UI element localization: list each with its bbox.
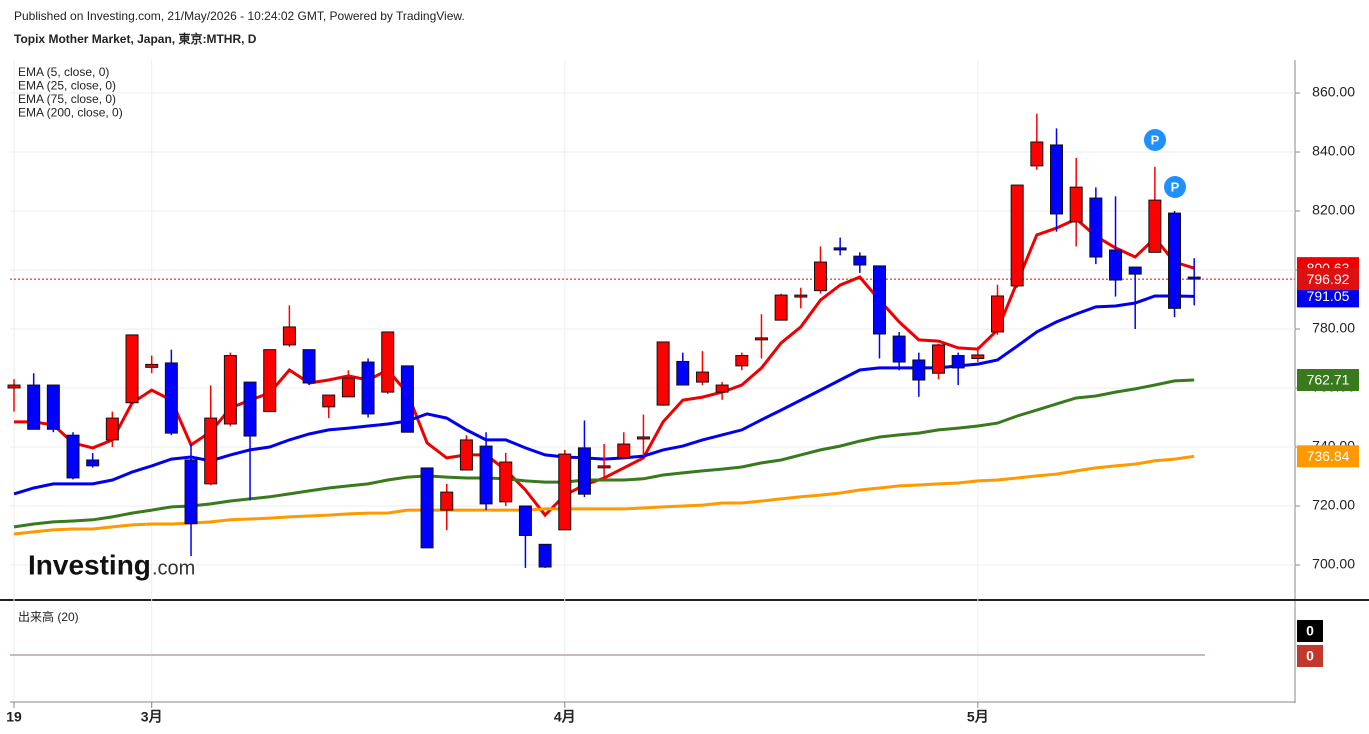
candle-body: [479, 445, 493, 505]
candle-body: [145, 363, 159, 368]
candle-body: [617, 443, 631, 459]
candle-body: [361, 361, 375, 415]
candle-body: [420, 467, 434, 549]
y-tick-label: 700.00: [1312, 556, 1355, 572]
last-close-value: 796.92: [1307, 271, 1350, 287]
x-tick-label: 4月: [554, 709, 576, 725]
candle-body: [440, 491, 454, 511]
published-note: Published on Investing.com, 21/May/2026 …: [14, 9, 465, 23]
candle-body: [46, 384, 60, 430]
candle-body: [1010, 184, 1024, 287]
volume-badge: 0: [1306, 648, 1314, 664]
candle-body: [558, 453, 572, 531]
candle-body: [341, 377, 355, 398]
candle-body: [991, 295, 1004, 333]
series-last-value-bg: [1297, 285, 1359, 308]
candle-body: [656, 341, 670, 406]
candle-body: [735, 355, 749, 367]
last-close-value-bg: [1297, 268, 1359, 291]
y-tick-label: 780.00: [1312, 320, 1355, 336]
series-last-value: 736.84: [1307, 448, 1350, 464]
candle-body: [125, 334, 139, 404]
candle-body: [951, 355, 965, 369]
candle-body: [715, 384, 729, 393]
annotation-marker: [1164, 176, 1186, 198]
candle-body: [86, 459, 100, 467]
candle-body: [813, 261, 827, 292]
candle-body: [1128, 266, 1142, 275]
candle-body: [1148, 199, 1162, 253]
candle-body: [204, 417, 218, 485]
volume-badge: 0: [1306, 623, 1314, 639]
candle-body: [302, 349, 316, 384]
volume-badge-bg: [1297, 620, 1323, 642]
candle-body: [400, 365, 414, 433]
legend-entry: EMA (75, close, 0): [18, 92, 116, 106]
candle-body: [754, 337, 768, 341]
candle-body: [1069, 186, 1083, 223]
candle-body: [1030, 141, 1044, 167]
series-last-value: 791.05: [1307, 288, 1350, 304]
candle-body: [322, 394, 336, 408]
candle-body: [1089, 197, 1103, 258]
candle-body: [695, 371, 709, 383]
candle-body: [184, 459, 198, 525]
y-tick-label: 720.00: [1312, 497, 1355, 513]
candle-body: [931, 344, 945, 374]
candle-body: [223, 355, 237, 425]
candle-body: [1109, 249, 1123, 281]
candle-body: [518, 505, 532, 536]
ema-line: [13, 378, 1195, 529]
candle-body: [27, 384, 41, 430]
candle-body: [1050, 144, 1064, 215]
candle-body: [7, 384, 21, 389]
candle-body: [636, 436, 650, 440]
candle-body: [676, 360, 690, 386]
series-last-value-bg: [1297, 445, 1359, 468]
candle-body: [853, 255, 867, 266]
candle-body: [164, 362, 178, 434]
candle-body: [538, 543, 552, 568]
volume-title: 出来高 (20): [18, 609, 79, 624]
x-tick-label: 5月: [967, 709, 989, 725]
candle-body: [892, 335, 906, 363]
chart-title: Topix Mother Market, Japan, 東京:MTHR, D: [14, 31, 257, 46]
volume-badge-bg: [1297, 645, 1323, 667]
candle-body: [833, 247, 847, 251]
logo-brand: Investing: [28, 549, 151, 580]
x-tick-label: 19: [6, 709, 22, 725]
series-last-value: 762.71: [1307, 372, 1350, 388]
candle-body: [1168, 212, 1182, 309]
x-tick-label: 3月: [141, 709, 163, 725]
candle-body: [282, 326, 296, 346]
y-tick-label: 860.00: [1312, 84, 1355, 100]
candle-body: [381, 331, 395, 393]
candle-body: [459, 439, 473, 471]
candle-body: [105, 417, 119, 441]
candle-body: [597, 465, 611, 469]
legend-entry: EMA (200, close, 0): [18, 106, 123, 120]
candle-body: [499, 461, 513, 503]
candle-body: [872, 265, 886, 335]
legend-entry: EMA (5, close, 0): [18, 65, 109, 79]
annotation-marker: [1144, 129, 1166, 151]
annotation: P: [1171, 179, 1180, 194]
annotation: P: [1151, 132, 1160, 147]
candle-body: [577, 447, 591, 495]
legend-entry: EMA (25, close, 0): [18, 79, 116, 93]
y-tick-label: 840.00: [1312, 143, 1355, 159]
candle-body: [1187, 276, 1201, 280]
y-tick-label: 820.00: [1312, 202, 1355, 218]
candle-body: [794, 294, 808, 298]
ema-line: [13, 454, 1195, 536]
logo-suffix: .com: [152, 557, 195, 579]
candle-body: [971, 354, 985, 359]
candle-body: [243, 381, 257, 437]
candle-body: [66, 434, 80, 479]
candle-body: [774, 294, 788, 321]
candle-body: [912, 359, 926, 381]
series-last-value-bg: [1297, 368, 1359, 391]
candle-body: [263, 349, 277, 413]
